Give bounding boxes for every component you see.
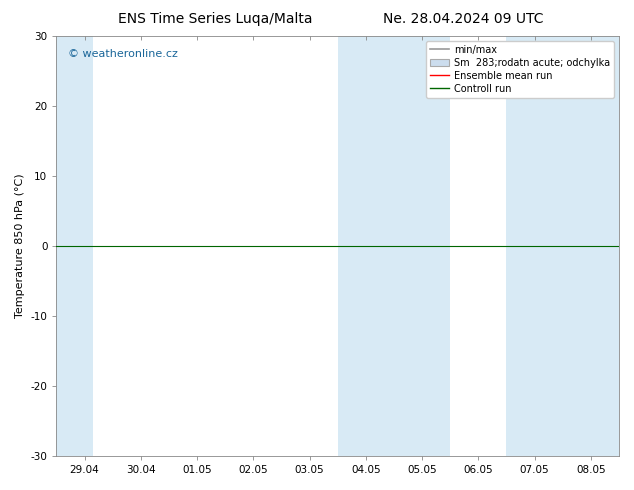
Bar [338, 36, 450, 456]
Text: © weatheronline.cz: © weatheronline.cz [68, 49, 178, 59]
Text: ENS Time Series Luqa/Malta: ENS Time Series Luqa/Malta [119, 12, 313, 26]
Legend: min/max, Sm  283;rodatn acute; odchylka, Ensemble mean run, Controll run: min/max, Sm 283;rodatn acute; odchylka, … [426, 41, 614, 98]
Bar [56, 36, 93, 456]
Y-axis label: Temperature 850 hPa (°C): Temperature 850 hPa (°C) [15, 174, 25, 318]
Text: Ne. 28.04.2024 09 UTC: Ne. 28.04.2024 09 UTC [382, 12, 543, 26]
Bar [507, 36, 624, 456]
